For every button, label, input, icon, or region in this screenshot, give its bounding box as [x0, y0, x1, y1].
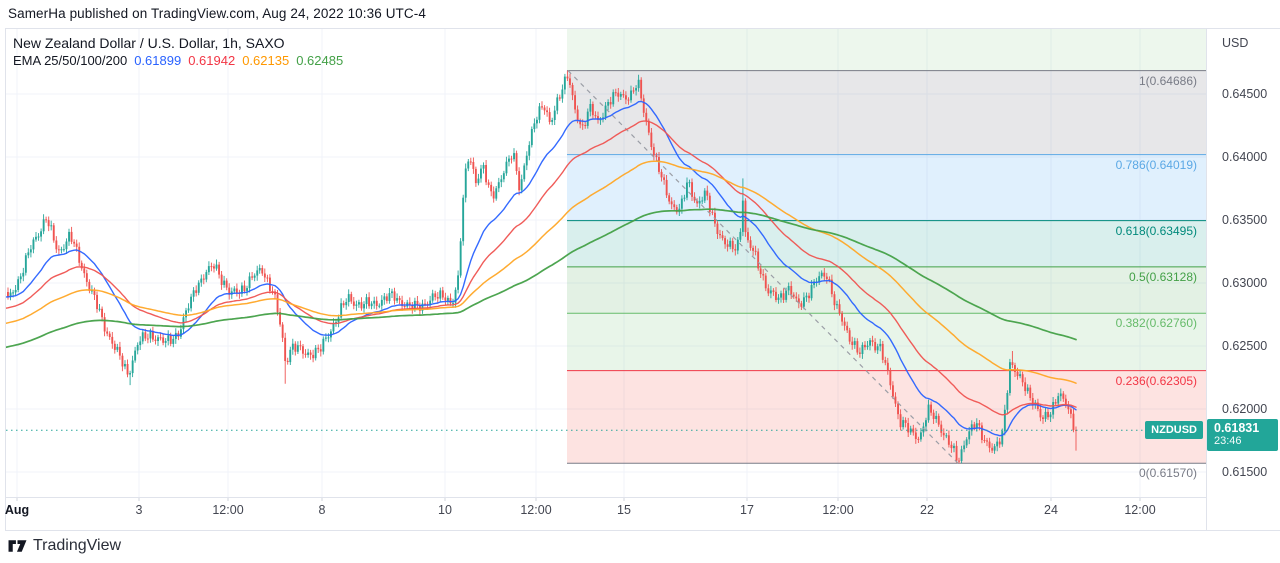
ema-values: 0.61899 0.61942 0.62135 0.62485: [134, 53, 350, 68]
time-tick-label: 3: [135, 503, 143, 517]
time-tick-label: Aug: [4, 503, 30, 517]
tradingview-logo-text: TradingView: [33, 537, 122, 554]
last-price-value: 0.61831: [1214, 421, 1260, 435]
time-tick-label: 10: [438, 503, 452, 517]
price-tick-label: 0.64500: [1222, 86, 1268, 101]
fib-level-label: 0.382(0.62760): [1115, 316, 1197, 331]
price-tick-label: 0.64000: [1222, 149, 1268, 164]
ema-value: 0.61942: [188, 53, 236, 68]
fib-level-label: 0.5(0.63128): [1128, 269, 1197, 284]
attribution-text: SamerHa published on TradingView.com, Au…: [8, 6, 426, 21]
time-tick-label: 12:00: [520, 503, 552, 517]
time-tick-label: 12:00: [822, 503, 854, 517]
currency-label: USD: [1222, 36, 1249, 50]
fib-level-label: 0.786(0.64019): [1115, 157, 1197, 172]
price-tick-label: 0.63000: [1222, 275, 1268, 290]
time-tick-label: 15: [617, 503, 631, 517]
tradingview-logo[interactable]: TradingView: [8, 537, 121, 555]
fib-level-label: 0(0.61570): [1138, 466, 1197, 481]
fib-level-label: 0.236(0.62305): [1115, 373, 1197, 388]
ema-value: 0.62135: [242, 53, 290, 68]
bar-countdown: 23:46: [1214, 435, 1242, 447]
symbol-title[interactable]: New Zealand Dollar / U.S. Dollar, 1h, SA…: [13, 35, 285, 51]
time-tick-label: 12:00: [212, 503, 244, 517]
price-tick-label: 0.61500: [1222, 464, 1268, 479]
time-tick-label: 8: [318, 503, 326, 517]
indicator-legend[interactable]: EMA 25/50/100/200 0.61899 0.61942 0.62135 0…: [13, 53, 350, 68]
tradingview-logo-icon: [8, 540, 27, 552]
time-tick-label: 24: [1044, 503, 1058, 517]
price-tick-label: 0.62000: [1222, 401, 1268, 416]
fib-level-label: 0.618(0.63495): [1115, 223, 1197, 238]
ema-value: 0.62485: [296, 53, 344, 68]
symbol-price-badge: NZDUSD: [1145, 421, 1203, 439]
time-tick-label: 22: [920, 503, 934, 517]
price-axis-box: 0.61831 23:46: [1207, 419, 1278, 451]
ema-label: EMA 25/50/100/200: [13, 53, 128, 68]
time-tick-label: 12:00: [1124, 503, 1156, 517]
price-tick-label: 0.62500: [1222, 338, 1268, 353]
time-tick-label: 17: [740, 503, 754, 517]
fib-level-label: 1(0.64686): [1138, 73, 1197, 88]
price-tick-label: 0.63500: [1222, 212, 1268, 227]
ema-value: 0.61899: [134, 53, 182, 68]
